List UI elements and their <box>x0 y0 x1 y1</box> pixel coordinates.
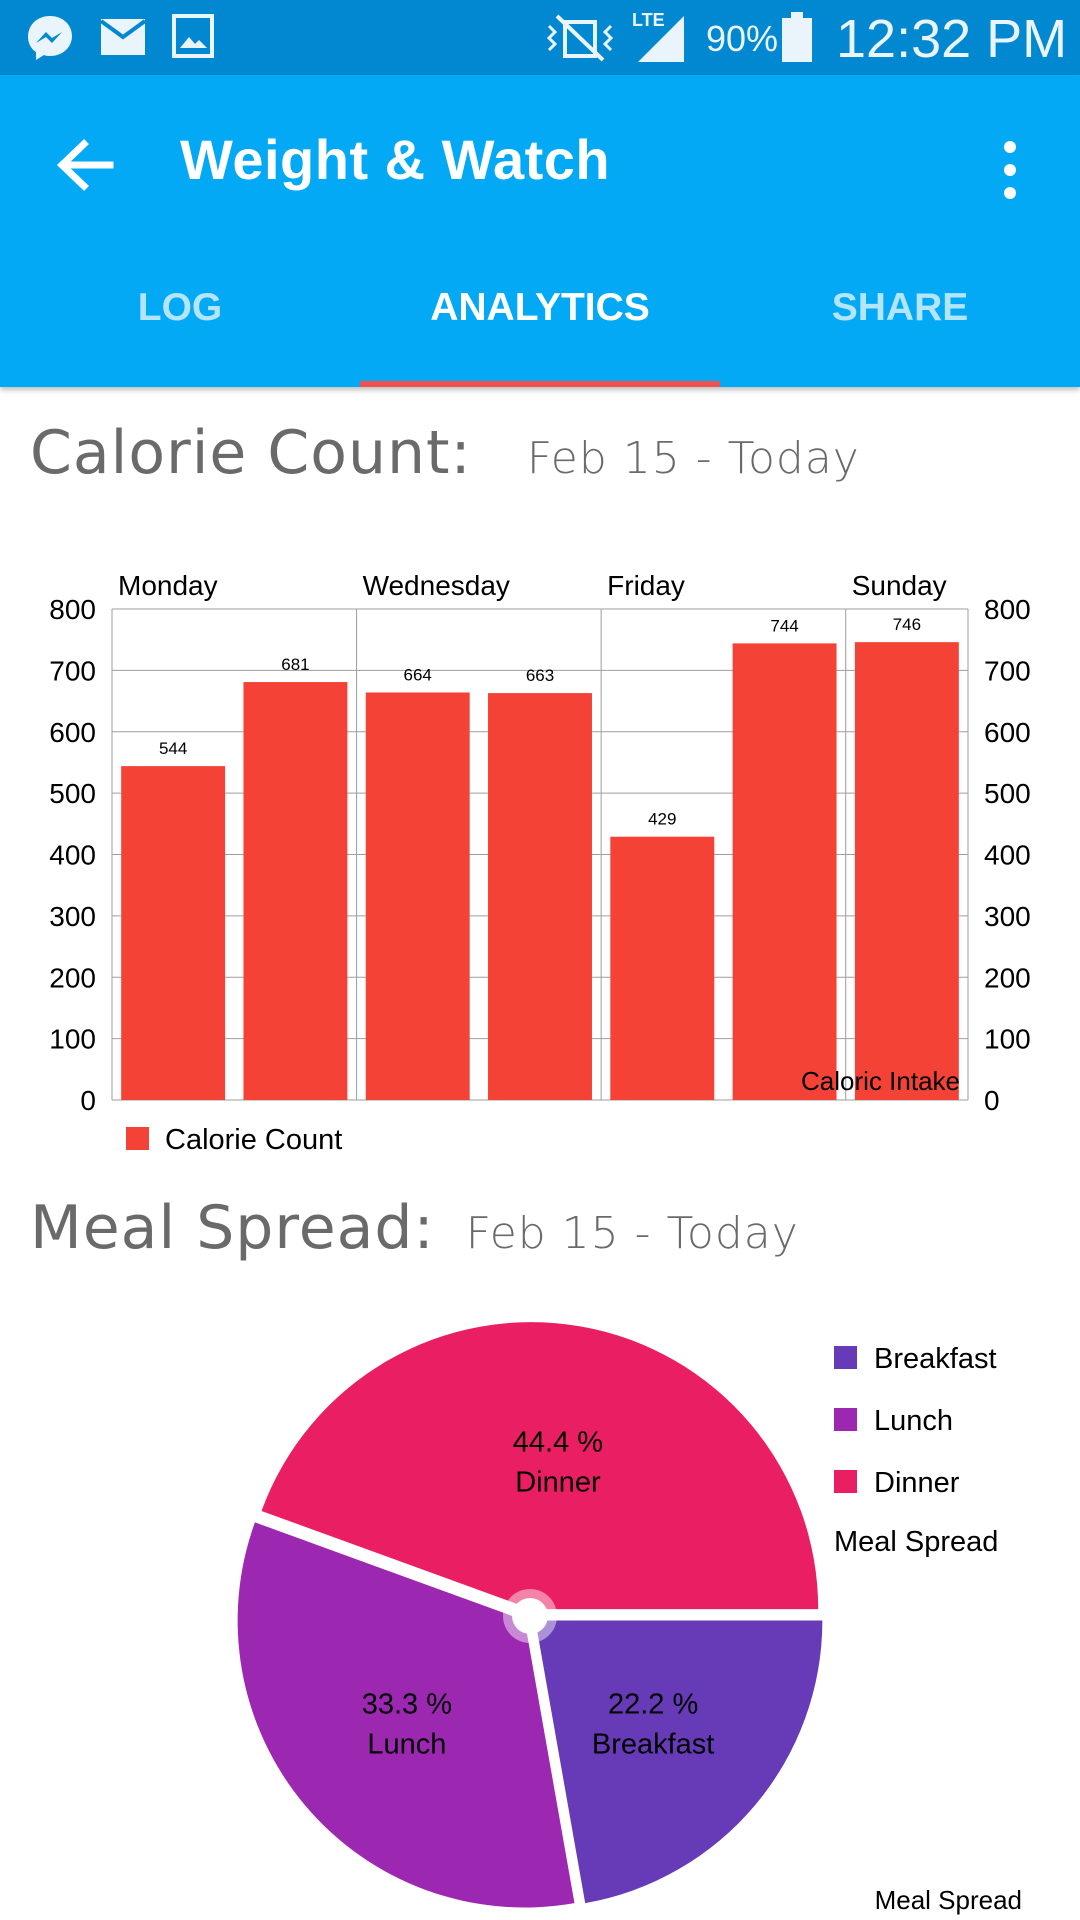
bar <box>488 693 592 1100</box>
calorie-title: Calorie Count: <box>30 418 472 488</box>
tab-indicator <box>360 381 720 387</box>
app-title: Weight & Watch <box>180 128 611 191</box>
y-tick-label-right: 400 <box>984 840 1031 871</box>
more-vert-icon <box>1004 141 1016 199</box>
clock: 12:32 PM <box>836 9 1068 69</box>
bar <box>243 682 348 1100</box>
bar-value-label: 744 <box>770 616 798 635</box>
app-bar: Weight & Watch LOG ANALYTICS SHARE <box>0 75 1080 387</box>
y-tick-label-right: 800 <box>984 594 1031 625</box>
bar <box>732 643 837 1100</box>
legend-label: Dinner <box>874 1467 960 1499</box>
chart-description: Meal Spread <box>875 1885 1022 1915</box>
calorie-range: Feb 15 - Today <box>526 433 860 484</box>
y-tick-label-left: 600 <box>49 717 96 748</box>
tab-share-label: SHARE <box>831 286 969 329</box>
legend-swatch <box>126 1127 149 1150</box>
y-tick-label-right: 0 <box>984 1085 1000 1116</box>
legend-label: Breakfast <box>874 1343 997 1375</box>
y-tick-label-right: 100 <box>984 1024 1031 1055</box>
pie-percent-label: 22.2 % <box>608 1688 698 1720</box>
bar-value-label: 746 <box>893 615 921 634</box>
y-tick-label-left: 400 <box>49 840 96 871</box>
legend-title: Meal Spread <box>834 1526 998 1558</box>
network-type: LTE <box>632 10 665 30</box>
y-tick-label-right: 500 <box>984 778 1031 809</box>
tab-log[interactable]: LOG <box>0 288 360 387</box>
y-tick-label-left: 300 <box>49 901 96 932</box>
bar <box>365 692 470 1100</box>
status-bar: LTE 90% 12:32 PM <box>0 0 1080 75</box>
meal-section-title: Meal Spread: Feb 15 - Today <box>30 1193 799 1263</box>
pie-slice <box>261 1322 819 1610</box>
bar-value-label: 429 <box>648 810 676 829</box>
legend-swatch <box>834 1408 857 1431</box>
battery-icon <box>782 12 812 62</box>
legend-swatch <box>834 1470 857 1493</box>
x-category-label: Monday <box>118 570 218 601</box>
pie-percent-label: 44.4 % <box>513 1427 603 1459</box>
y-tick-label-left: 100 <box>49 1024 96 1055</box>
meal-range: Feb 15 - Today <box>465 1208 799 1259</box>
bar-value-label: 663 <box>526 666 554 685</box>
mail-icon <box>100 19 146 55</box>
messenger-icon <box>28 16 72 60</box>
bar <box>610 836 715 1100</box>
pie-percent-label: 33.3 % <box>362 1688 452 1720</box>
pie-slice <box>535 1620 823 1904</box>
y-tick-label-right: 300 <box>984 901 1031 932</box>
bar-value-label: 681 <box>281 655 309 674</box>
bar <box>121 766 226 1100</box>
y-tick-label-right: 700 <box>984 655 1031 686</box>
calorie-bar-chart: 0 0 100 100 200 200 300 300 400 400 500 500 600 600 70… <box>49 570 1031 1156</box>
vibrate-icon <box>546 14 614 62</box>
legend-label: Calorie Count <box>165 1124 342 1156</box>
overflow-menu-button[interactable] <box>975 125 1045 215</box>
x-category-label: Wednesday <box>363 570 510 601</box>
x-category-label: Friday <box>607 570 685 601</box>
arrow-back-icon <box>56 139 114 191</box>
signal-icon <box>638 16 684 62</box>
meal-title: Meal Spread: <box>30 1193 435 1263</box>
pie-slice-label: Breakfast <box>592 1728 715 1760</box>
legend-label: Lunch <box>874 1405 953 1437</box>
tab-analytics-label: ANALYTICS <box>430 286 650 329</box>
bar-value-label: 664 <box>404 665 432 684</box>
bar-value-label: 544 <box>159 739 187 758</box>
battery-percent: 90% <box>706 18 779 59</box>
calorie-section-title: Calorie Count: Feb 15 - Today <box>30 418 860 488</box>
tab-log-label: LOG <box>137 286 223 329</box>
tab-analytics[interactable]: ANALYTICS <box>360 288 720 387</box>
bar <box>854 642 959 1100</box>
tab-share[interactable]: SHARE <box>720 288 1080 387</box>
y-tick-label-right: 600 <box>984 717 1031 748</box>
y-tick-label-left: 0 <box>80 1085 96 1116</box>
pie-slice-label: Dinner <box>515 1467 601 1499</box>
meal-pie-chart: 22.2 % Breakfast 33.3 % Lunch 44.4 % Dinner Br… <box>237 1322 1022 1915</box>
back-button[interactable] <box>40 120 130 210</box>
y-tick-label-left: 200 <box>49 962 96 993</box>
y-tick-label-left: 500 <box>49 778 96 809</box>
y-tick-label-left: 700 <box>49 655 96 686</box>
chart-description: Caloric Intake <box>801 1066 960 1096</box>
pie-slice <box>237 1522 575 1908</box>
pie-slice-label: Lunch <box>367 1728 446 1760</box>
image-icon <box>172 14 214 58</box>
legend-swatch <box>834 1346 857 1369</box>
y-tick-label-right: 200 <box>984 962 1031 993</box>
pie-hole <box>512 1598 548 1634</box>
y-tick-label-left: 800 <box>49 594 96 625</box>
x-category-label: Sunday <box>852 570 947 601</box>
